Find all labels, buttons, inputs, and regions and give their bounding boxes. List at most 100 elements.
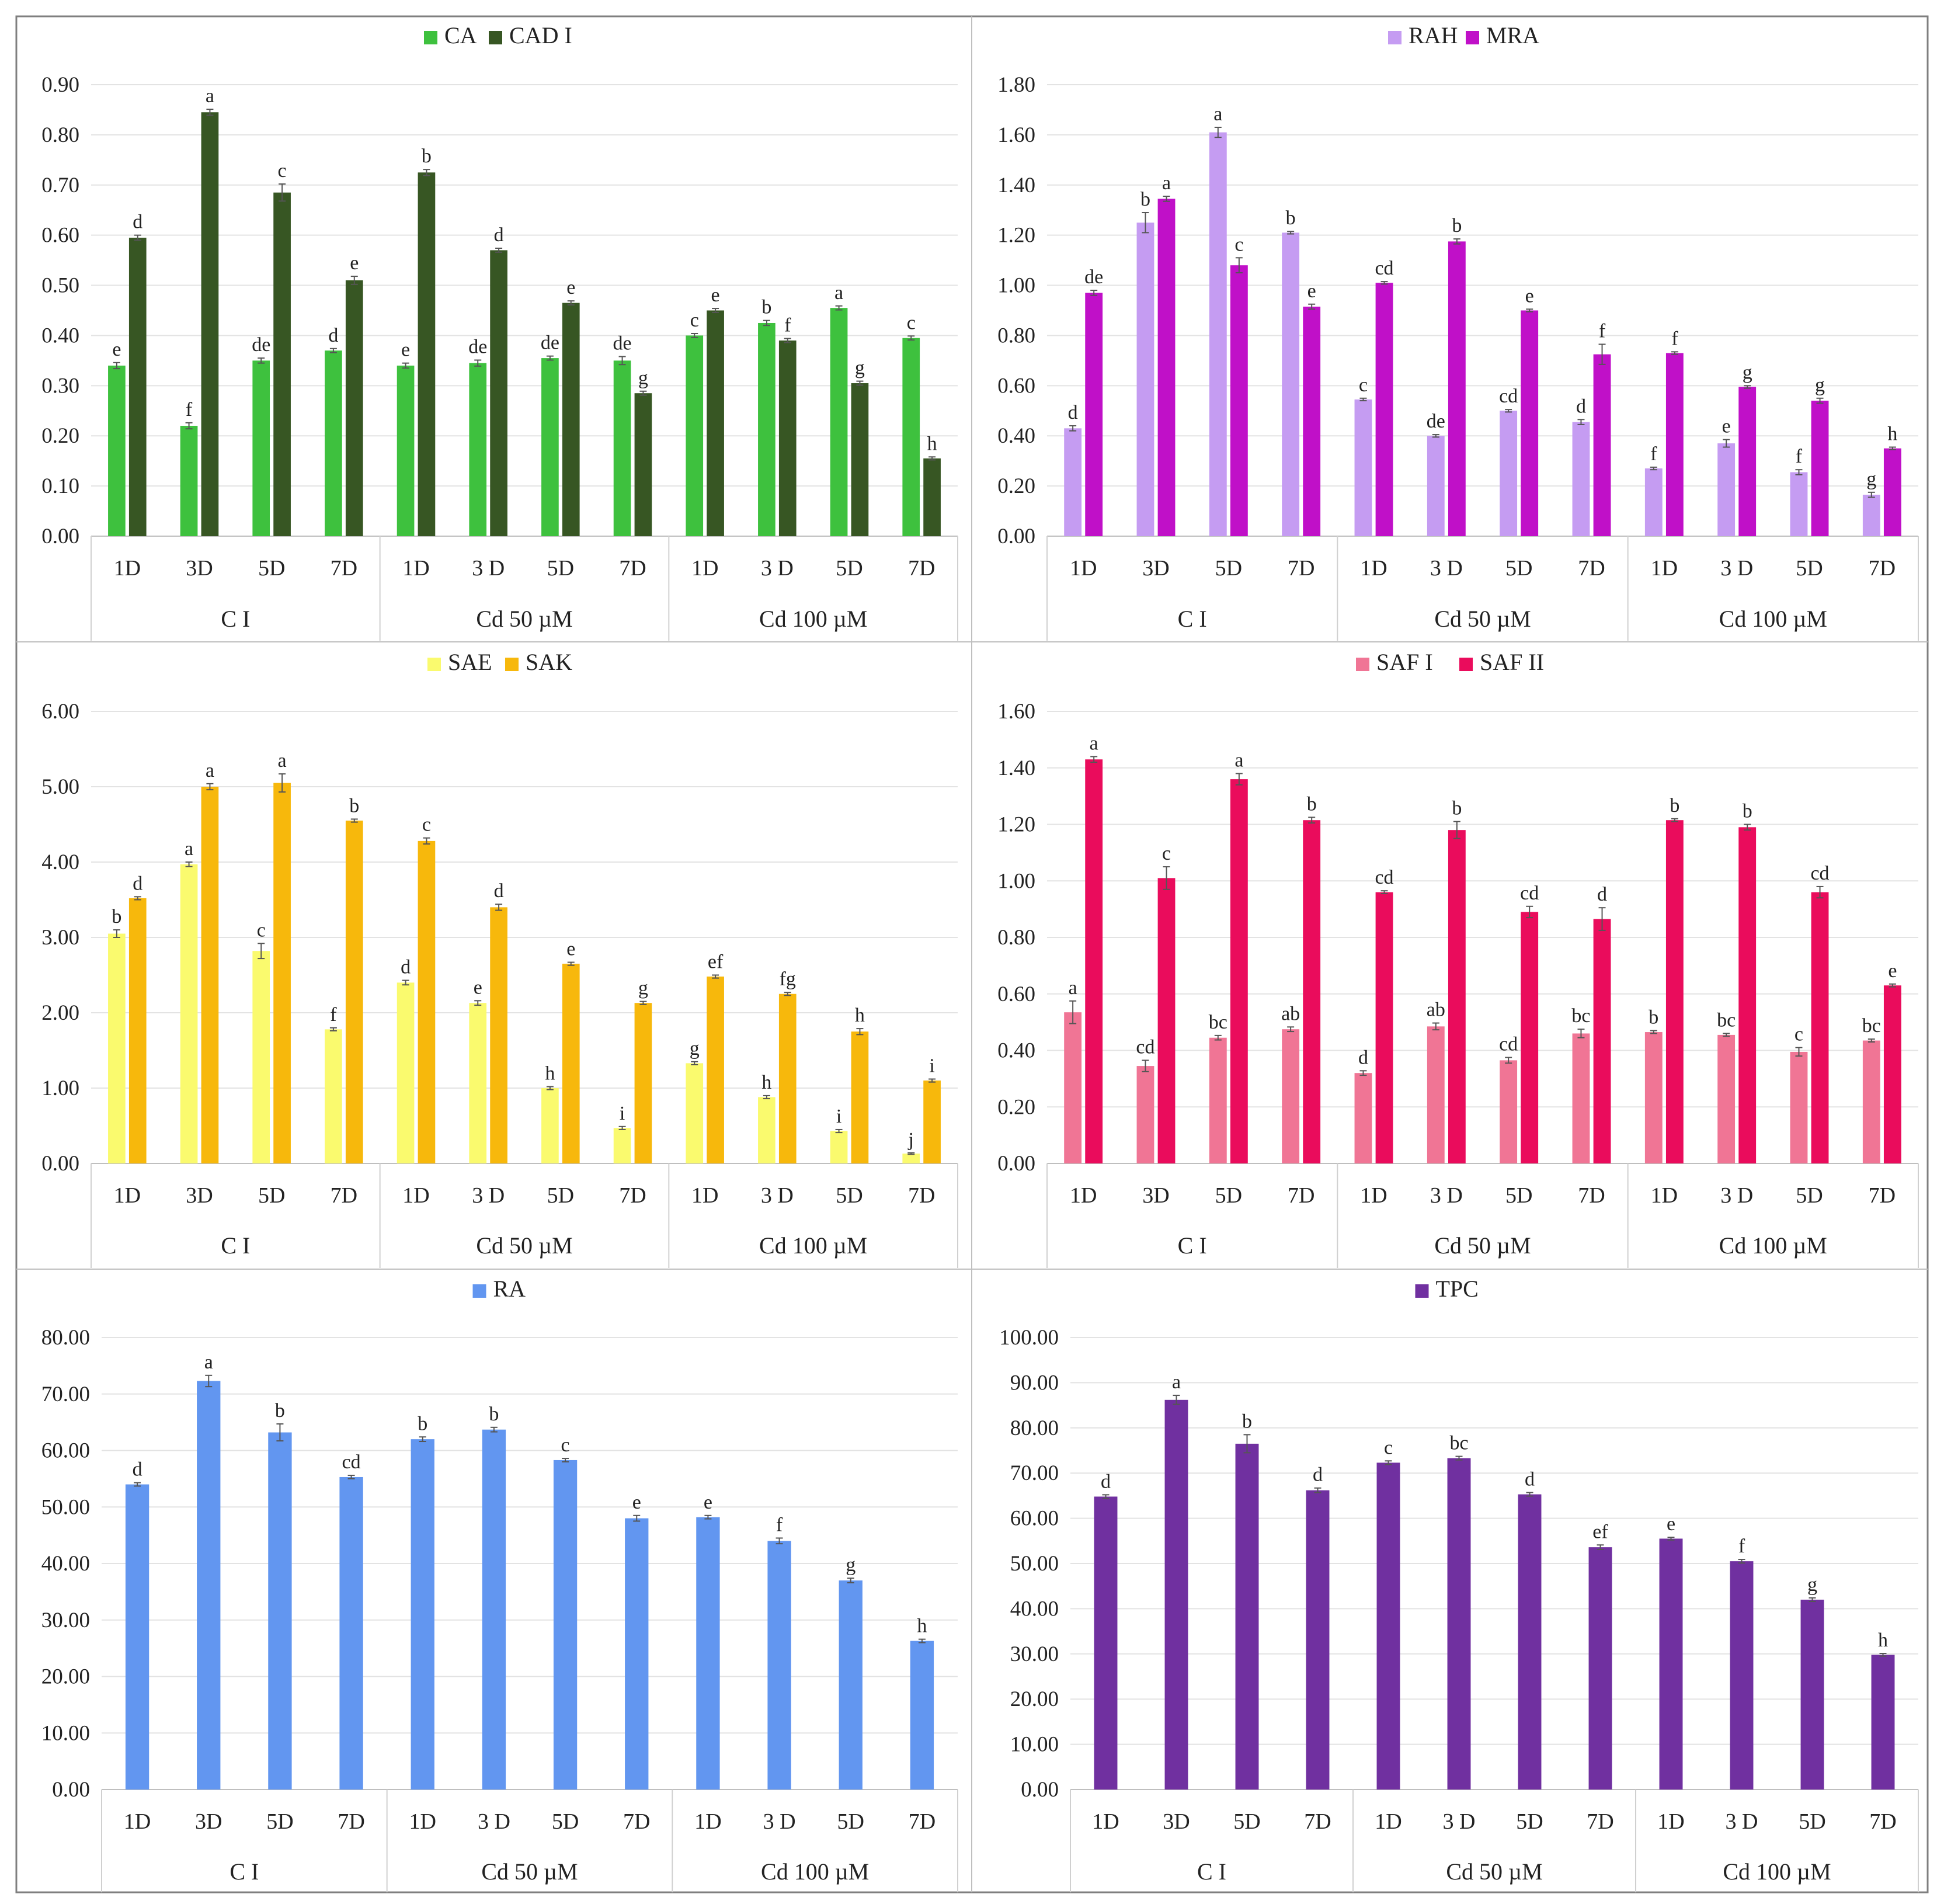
y-tick-label: 1.60 [997,123,1035,147]
x-tick-label: 5D [258,556,285,581]
bar-sak [490,907,507,1163]
legend: SAE SAK [427,649,572,675]
bar-cad-i [490,250,507,536]
bar-rah [1572,422,1590,536]
significance-label: a [206,85,214,107]
y-tick-label: 20.00 [41,1665,90,1689]
y-tick-label: 1.40 [997,756,1035,780]
bar-mra [1665,353,1684,536]
y-tick-label: 0.20 [997,474,1035,498]
significance-label: a [1172,1371,1181,1393]
bar-ca [469,363,487,536]
y-tick-label: 80.00 [41,1326,90,1350]
legend-label: MRA [1486,22,1539,48]
significance-label: a [1090,732,1098,754]
bar-sak [851,1031,869,1163]
bar-ra [910,1641,934,1790]
significance-label: b [422,145,432,167]
significance-label: b [761,297,771,318]
bar-tpc [1447,1458,1471,1790]
x-tick-label: 5D [1516,1809,1543,1834]
bar-saf-i [1644,1032,1663,1163]
bar-cad-i [923,458,941,536]
bar-saf-i [1064,1012,1082,1163]
bar-sae [902,1153,920,1163]
legend-label: RAH [1409,22,1458,48]
x-tick-label: 5D [1505,1183,1532,1208]
bar-tpc [1235,1443,1259,1790]
y-tick-label: 0.60 [997,374,1035,398]
x-tick-label: 1D [1375,1809,1402,1834]
y-tick-label: 5.00 [41,775,79,799]
x-tick-label: 3D [186,556,213,581]
significance-label: a [185,838,193,860]
x-tick-label: 3 D [761,556,794,581]
significance-label: e [1525,285,1534,307]
bar-rah [1282,232,1300,537]
bar-sae [252,951,270,1163]
bar-ra [339,1476,363,1790]
significance-label: e [704,1492,712,1513]
bar-sae [613,1128,631,1163]
x-tick-label: 7D [1587,1809,1613,1834]
significance-label: f [186,399,193,421]
bar-sak [345,821,363,1163]
bar-ca [252,360,270,536]
y-tick-label: 0.00 [997,524,1035,548]
bar-sae [686,1063,704,1163]
x-tick-label: 1D [114,556,141,581]
significance-label: b [1452,215,1462,237]
x-tick-label: 1D [1092,1809,1119,1834]
x-tick-label: 7D [619,556,646,581]
significance-label: e [1722,416,1731,437]
bar-sae [830,1131,848,1163]
significance-label: f [784,315,791,336]
significance-label: d [133,873,142,894]
bar-tpc [1588,1547,1612,1790]
legend: RAH MRA [1388,22,1539,48]
bar-saf-ii [1085,759,1103,1163]
y-tick-label: 0.10 [41,474,79,498]
legend-swatch [1356,658,1369,671]
y-tick-label: 30.00 [1010,1642,1059,1666]
significance-label: de [541,332,559,354]
significance-label: de [468,336,487,358]
y-tick-label: 4.00 [41,850,79,874]
y-tick-label: 0.00 [41,1152,79,1176]
bar-mra [1521,310,1539,536]
legend-swatch [472,1284,486,1298]
group-label: Cd 100 µM [1719,1232,1827,1259]
significance-label: g [855,357,865,379]
significance-label: c [907,312,916,333]
bar-saf-i [1790,1051,1808,1163]
bar-saf-i [1354,1073,1372,1163]
significance-label: d [401,957,411,978]
significance-label: b [418,1413,427,1434]
x-tick-label: 1D [409,1809,436,1834]
significance-label: f [330,1004,337,1026]
significance-label: g [638,367,648,389]
x-tick-label: 7D [619,1183,646,1208]
significance-label: h [927,433,937,454]
significance-label: g [1743,362,1752,383]
group-label: C I [1178,606,1207,632]
y-tick-label: 0.70 [41,173,79,197]
y-tick-label: 1.00 [41,1076,79,1100]
significance-label: b [1670,795,1679,817]
significance-label: g [1815,374,1825,396]
x-tick-label: 5D [1796,1183,1823,1208]
significance-label: a [278,750,287,772]
significance-label: bc [1717,1009,1736,1031]
bar-saf-ii [1811,892,1829,1163]
y-tick-label: 1.60 [997,700,1035,724]
bar-rah [1500,411,1518,536]
significance-label: a [1213,103,1222,125]
group-label: C I [1197,1858,1226,1885]
bar-mra [1157,199,1176,536]
x-tick-label: 1D [1651,556,1678,581]
group-label: Cd 100 µM [759,606,867,632]
bar-ra [625,1518,649,1790]
x-tick-label: 7D [331,556,357,581]
significance-label: b [489,1403,499,1425]
significance-label: a [1162,172,1171,194]
